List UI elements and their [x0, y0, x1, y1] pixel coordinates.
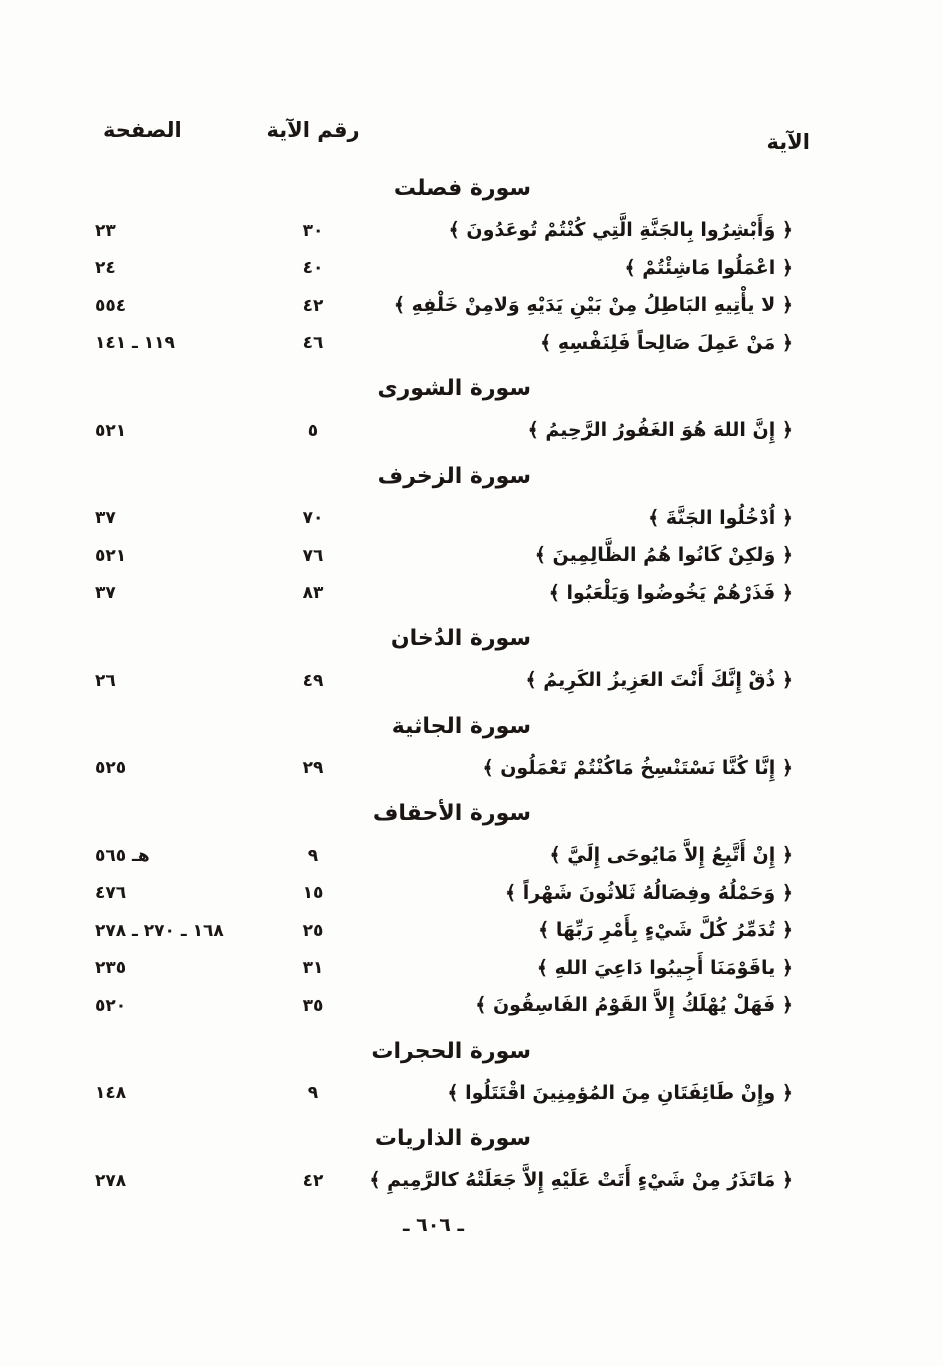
verse-number: ٧٠	[302, 508, 324, 529]
verse-number: ٩	[307, 845, 319, 866]
surah-section: سورة الحجرات ﴿ وإِنْ طَائِفَتَانِ مِنَ ا…	[0, 1037, 943, 1113]
verse-text: ﴿ وَأَبْشِرُوا بِالجَنَّةِ الَّتِي كُنْت…	[448, 219, 793, 241]
surah-section: سورة الجاثية ﴿ إِنَّا كُنَّا نَسْتَنْسِخ…	[0, 712, 943, 788]
verse-number: ٣٥	[302, 995, 324, 1016]
index-row: ﴿ وَحَمْلُهُ وفِصَالُهُ ثَلاثُونَ شَهْرا…	[0, 875, 943, 913]
verse-number: ٤٩	[302, 670, 324, 691]
section-rows: ﴿ وَأَبْشِرُوا بِالجَنَّةِ الَّتِي كُنْت…	[0, 212, 943, 362]
surah-section: سورة فصلت ﴿ وَأَبْشِرُوا بِالجَنَّةِ الَ…	[0, 174, 943, 362]
page-number: ٥٢٠	[95, 995, 127, 1016]
index-row: ﴿ إِنَّ اللهَ هُوَ الغَفُورُ الرَّحِيمُ …	[0, 412, 943, 450]
verse-text: ﴿ وإِنْ طَائِفَتَانِ مِنَ المُؤمِنِينَ ا…	[447, 1081, 793, 1104]
verse-text: ﴿ اعْمَلُوا مَاشِئْتُمْ ﴾	[624, 256, 793, 279]
page-number: ٢٦	[95, 670, 116, 691]
surah-title: سورة الدُخان	[390, 626, 531, 651]
index-body: سورة فصلت ﴿ وَأَبْشِرُوا بِالجَنَّةِ الَ…	[0, 174, 943, 1200]
page-number: ٢٧٨	[95, 1170, 127, 1191]
verse-text: ﴿ إِنَّ اللهَ هُوَ الغَفُورُ الرَّحِيمُ …	[527, 419, 793, 441]
index-row: ﴿ مَاتَذَرُ مِنْ شَيْءٍ أَتَتْ عَلَيْهِ …	[0, 1162, 943, 1200]
column-header-verse-number: رقم الآية	[266, 118, 360, 142]
page-number: ٥٢١	[95, 545, 127, 566]
index-row: ﴿ اُدْخُلُوا الجَنَّةَ ﴾ ٧٠ ٣٧	[0, 500, 943, 538]
page-number: ١٤٨	[95, 1083, 127, 1104]
verse-text: ﴿ اُدْخُلُوا الجَنَّةَ ﴾	[648, 506, 793, 529]
index-row: ﴿ وَأَبْشِرُوا بِالجَنَّةِ الَّتِي كُنْت…	[0, 212, 943, 250]
verse-number: ٩	[307, 1083, 319, 1104]
surah-title: سورة الزخرف	[377, 463, 531, 489]
surah-title: سورة فصلت	[393, 176, 531, 201]
index-row: ﴿ إِنْ أَتَّبِعُ إِلاَّ مَايُوحَى إِلَيَ…	[0, 837, 943, 875]
verse-text: ﴿ إِنَّا كُنَّا نَسْتَنْسِخُ مَاكُنْتُمْ…	[482, 756, 793, 779]
surah-section: سورة الأحقاف ﴿ إِنْ أَتَّبِعُ إِلاَّ مَا…	[0, 799, 943, 1025]
page-number: ٢٣٥	[95, 958, 127, 979]
surah-section: سورة الذاريات ﴿ مَاتَذَرُ مِنْ شَيْءٍ أَ…	[0, 1124, 943, 1200]
surah-section: سورة الزخرف ﴿ اُدْخُلُوا الجَنَّةَ ﴾ ٧٠ …	[0, 462, 943, 613]
verse-number: ٤٦	[302, 333, 324, 354]
verse-number: ٧٦	[302, 545, 324, 566]
page-number: ٣٧	[95, 508, 116, 529]
verse-number: ٣٠	[302, 220, 324, 241]
index-row: ﴿ ياقَوْمَنَا أَجِيبُوا دَاعِيَ اللهِ ﴾ …	[0, 950, 943, 988]
page-number: ١٦٨ ـ ٢٧٠ ـ ٢٧٨	[95, 920, 224, 941]
surah-section: سورة الشورى ﴿ إِنَّ اللهَ هُوَ الغَفُورُ…	[0, 374, 943, 450]
section-rows: ﴿ مَاتَذَرُ مِنْ شَيْءٍ أَتَتْ عَلَيْهِ …	[0, 1162, 943, 1200]
column-header-page: الصفحة	[103, 118, 182, 142]
index-row: ﴿ ذُقْ إِنَّكَ أَنْتَ العَزِيزُ الكَرِيم…	[0, 662, 943, 700]
verse-number: ٤٢	[302, 295, 324, 316]
verse-number: ٤٢	[302, 1170, 324, 1191]
surah-section: سورة الدُخان ﴿ ذُقْ إِنَّكَ أَنْتَ العَز…	[0, 624, 943, 700]
index-column-headers: الآية رقم الآية الصفحة	[0, 118, 943, 162]
page-number: ٤٧٦	[95, 883, 127, 904]
index-row: ﴿ فَهَلْ يُهْلَكُ إِلاَّ القَوْمُ الفَاس…	[0, 987, 943, 1025]
verse-text: ﴿ فَهَلْ يُهْلَكُ إِلاَّ القَوْمُ الفَاس…	[475, 994, 793, 1016]
index-row: ﴿ مَنْ عَمِلَ صَالِحاً فَلِنَفْسِهِ ﴾ ٤٦…	[0, 325, 943, 363]
surah-title: سورة الجاثية	[391, 713, 531, 739]
page-number: ٢٣	[95, 220, 116, 241]
section-rows: ﴿ وإِنْ طَائِفَتَانِ مِنَ المُؤمِنِينَ ا…	[0, 1075, 943, 1113]
verse-text: ﴿ إِنْ أَتَّبِعُ إِلاَّ مَايُوحَى إِلَيَ…	[549, 844, 793, 866]
verse-number: ٢٩	[302, 758, 324, 779]
index-row: ﴿ إِنَّا كُنَّا نَسْتَنْسِخُ مَاكُنْتُمْ…	[0, 750, 943, 788]
verse-number: ٤٠	[302, 258, 324, 279]
section-rows: ﴿ إِنْ أَتَّبِعُ إِلاَّ مَايُوحَى إِلَيَ…	[0, 837, 943, 1025]
verse-text: ﴿ فَذَرْهُمْ يَخُوضُوا وَيَلْعَبُوا ﴾	[548, 581, 793, 604]
verse-number: ٨٣	[302, 583, 324, 604]
index-row: ﴿ وإِنْ طَائِفَتَانِ مِنَ المُؤمِنِينَ ا…	[0, 1075, 943, 1113]
index-row: ﴿ لا يأْتِيهِ البَاطِلُ مِنْ بَيْنِ يَدَ…	[0, 287, 943, 325]
surah-title: سورة الشورى	[377, 376, 531, 401]
verse-number: ١٥	[302, 883, 324, 904]
page-number: ٥٢١	[95, 420, 127, 441]
page-number: هـ ٥٦٥	[95, 845, 150, 866]
verse-text: ﴿ تُدَمِّرُ كُلَّ شَيْءٍ بِأَمْرِ رَبِّه…	[538, 919, 793, 941]
verse-text: ﴿ ياقَوْمَنَا أَجِيبُوا دَاعِيَ اللهِ ﴾	[536, 956, 793, 979]
section-rows: ﴿ إِنَّا كُنَّا نَسْتَنْسِخُ مَاكُنْتُمْ…	[0, 750, 943, 788]
verse-text: ﴿ لا يأْتِيهِ البَاطِلُ مِنْ بَيْنِ يَدَ…	[393, 294, 793, 316]
verse-text: ﴿ ذُقْ إِنَّكَ أَنْتَ العَزِيزُ الكَرِيم…	[525, 669, 793, 691]
verse-text: ﴿ وَحَمْلُهُ وفِصَالُهُ ثَلاثُونَ شَهْرا…	[504, 881, 793, 904]
section-rows: ﴿ ذُقْ إِنَّكَ أَنْتَ العَزِيزُ الكَرِيم…	[0, 662, 943, 700]
section-rows: ﴿ اُدْخُلُوا الجَنَّةَ ﴾ ٧٠ ٣٧ ﴿ وَلكِنْ…	[0, 500, 943, 613]
surah-title: سورة الأحقاف	[372, 801, 531, 826]
surah-title: سورة الذاريات	[374, 1126, 531, 1151]
page-number: ٥٢٥	[95, 758, 127, 779]
surah-title: سورة الحجرات	[371, 1038, 531, 1064]
verse-number: ٢٥	[302, 920, 324, 941]
index-row: ﴿ اعْمَلُوا مَاشِئْتُمْ ﴾ ٤٠ ٢٤	[0, 250, 943, 288]
verse-number: ٥	[307, 420, 319, 441]
verse-text: ﴿ وَلكِنْ كَانُوا هُمُ الظَّالِمِينَ ﴾	[534, 544, 793, 566]
index-row: ﴿ وَلكِنْ كَانُوا هُمُ الظَّالِمِينَ ﴾ ٧…	[0, 537, 943, 575]
page-number: ١١٩ ـ ١٤١	[95, 333, 175, 354]
section-rows: ﴿ إِنَّ اللهَ هُوَ الغَفُورُ الرَّحِيمُ …	[0, 412, 943, 450]
index-row: ﴿ فَذَرْهُمْ يَخُوضُوا وَيَلْعَبُوا ﴾ ٨٣…	[0, 575, 943, 613]
verse-text: ﴿ مَاتَذَرُ مِنْ شَيْءٍ أَتَتْ عَلَيْهِ …	[369, 1169, 793, 1191]
folio-page-number: ـ ٦٠٦ ـ	[402, 1213, 464, 1236]
index-row: ﴿ تُدَمِّرُ كُلَّ شَيْءٍ بِأَمْرِ رَبِّه…	[0, 912, 943, 950]
page-number: ٣٧	[95, 583, 116, 604]
page-number: ٥٥٤	[95, 295, 127, 316]
page-number: ٢٤	[95, 258, 116, 279]
verse-number: ٣١	[302, 958, 324, 979]
column-header-verse: الآية	[766, 130, 810, 154]
verse-text: ﴿ مَنْ عَمِلَ صَالِحاً فَلِنَفْسِهِ ﴾	[540, 331, 793, 354]
